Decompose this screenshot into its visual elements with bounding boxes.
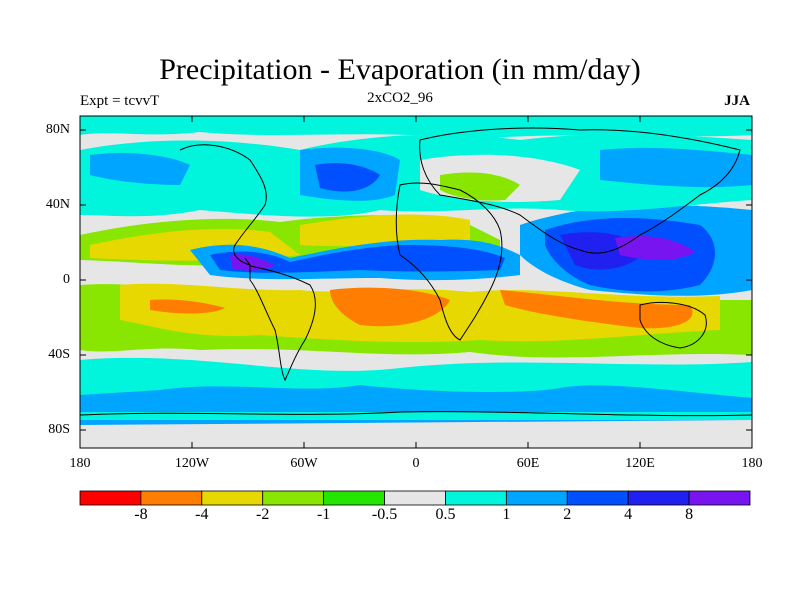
colorbar-swatch bbox=[201, 490, 264, 506]
africa-coast bbox=[395, 182, 503, 341]
season-label: JJA bbox=[724, 93, 750, 109]
axis-ticks bbox=[80, 116, 752, 448]
antarctica-coast bbox=[79, 411, 753, 417]
north-pacific-wet bbox=[90, 153, 190, 185]
colorbar-swatch bbox=[262, 490, 325, 506]
arctic-band bbox=[80, 116, 752, 140]
lon-label-60e: 60E bbox=[516, 456, 540, 471]
lat-label-equator: 0 bbox=[63, 272, 70, 287]
colorbar-swatch bbox=[384, 490, 446, 506]
indian-ocean-dry-core bbox=[500, 290, 693, 329]
colorbar bbox=[79, 490, 751, 506]
monsoon-core bbox=[615, 235, 695, 260]
colorbar-tick-label: 1 bbox=[502, 506, 511, 523]
colorbar-swatch bbox=[505, 490, 568, 506]
storm-track-region bbox=[80, 385, 752, 412]
lat-label-80n: 80N bbox=[45, 122, 70, 137]
colorbar-tick-label: -2 bbox=[256, 506, 270, 523]
itcz-core bbox=[230, 254, 275, 271]
colorbar-tick-label: -1 bbox=[316, 506, 331, 523]
australia-coast bbox=[639, 301, 707, 349]
lon-label-180e: 180 bbox=[741, 456, 763, 471]
north-america-coast bbox=[179, 144, 267, 266]
eurasia-coast bbox=[419, 127, 741, 254]
north-pacific-east-wet bbox=[600, 147, 752, 188]
contour-field bbox=[80, 116, 752, 448]
colorbar-swatch bbox=[627, 490, 690, 506]
lon-label-60w: 60W bbox=[290, 456, 318, 471]
northern-wet-region bbox=[80, 134, 752, 217]
lat-label-40s: 40S bbox=[48, 347, 70, 362]
lat-label-40n: 40N bbox=[45, 197, 70, 212]
colorbar-swatch bbox=[688, 490, 751, 506]
colorbar-swatch bbox=[323, 490, 385, 506]
colorbar-tick-label: -4 bbox=[195, 506, 209, 523]
colorbar-swatch bbox=[445, 490, 507, 506]
colorbar-tick-label: 2 bbox=[563, 506, 572, 523]
dry-belt-north bbox=[300, 214, 470, 247]
coastlines bbox=[79, 127, 753, 417]
colorbar-tick-label: -0.5 bbox=[371, 506, 398, 523]
pacific-dry-core bbox=[150, 299, 225, 314]
experiment-label: Expt = tcvvT bbox=[80, 93, 160, 109]
lon-label-120w: 120W bbox=[174, 456, 210, 471]
lon-label-0: 0 bbox=[412, 456, 420, 471]
antarctica-region bbox=[80, 420, 752, 448]
chart-title: Precipitation - Evaporation (in mm/day) bbox=[159, 53, 641, 86]
colorbar-swatch bbox=[79, 490, 142, 506]
colorbar-tick-label: 4 bbox=[624, 506, 633, 523]
lon-label-180w: 180 bbox=[69, 456, 91, 471]
lat-label-80s: 80S bbox=[48, 422, 70, 437]
colorbar-tick-label: -8 bbox=[134, 506, 148, 523]
atlantic-dry-core bbox=[330, 287, 450, 327]
itcz-band bbox=[210, 245, 505, 273]
colorbar-swatch bbox=[566, 490, 629, 506]
lon-label-120e: 120E bbox=[625, 456, 655, 471]
south-america-coast bbox=[249, 265, 316, 382]
run-label: 2xCO2_96 bbox=[367, 90, 433, 106]
eurasia-dry-core bbox=[440, 172, 520, 201]
colorbar-swatch bbox=[140, 490, 203, 506]
colorbar-tick-label: 8 bbox=[685, 506, 694, 523]
north-atlantic-core bbox=[315, 163, 380, 192]
colorbar-tick-label: 0.5 bbox=[435, 506, 456, 523]
